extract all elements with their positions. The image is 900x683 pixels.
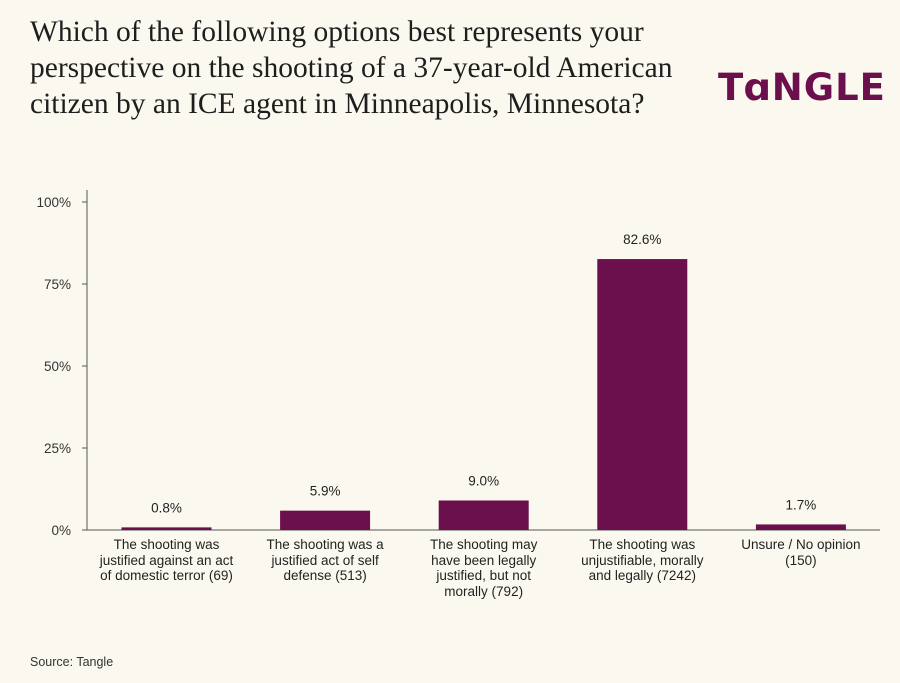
data-label: 9.0% (468, 473, 499, 488)
bar (438, 500, 529, 530)
source-note: Source: Tangle (30, 655, 114, 669)
y-tick-label: 50% (44, 359, 71, 374)
data-labels: 0.8% 5.9% 9.0% 82.6% 1.7% (151, 232, 816, 515)
y-tick-label: 75% (44, 277, 71, 292)
data-label: 5.9% (310, 484, 341, 499)
bar (755, 524, 846, 530)
chart-bars (121, 259, 846, 530)
x-category-label: The shooting may have been legally justi… (430, 537, 538, 599)
x-category-label: Unsure / No opinion (150) (741, 537, 861, 568)
bar (597, 259, 688, 530)
bar (280, 510, 371, 530)
x-category-label: The shooting was justified against an ac… (99, 537, 234, 583)
y-tick-label: 100% (36, 195, 71, 210)
y-tick-label: 25% (44, 441, 71, 456)
data-label: 82.6% (623, 232, 661, 247)
x-category-label: The shooting was a justified act of self… (266, 537, 384, 583)
bar (121, 527, 212, 530)
chart-title: Which of the following options best repr… (30, 16, 673, 120)
tangle-logo: TɑNGLE (718, 66, 886, 109)
data-label: 0.8% (151, 500, 182, 515)
data-label: 1.7% (786, 497, 817, 512)
y-tick-label: 0% (51, 523, 71, 538)
y-axis-ticks: 0% 25% 50% 75% 100% (36, 195, 87, 538)
x-category-label: The shooting was unjustifiable, morally … (581, 537, 704, 583)
